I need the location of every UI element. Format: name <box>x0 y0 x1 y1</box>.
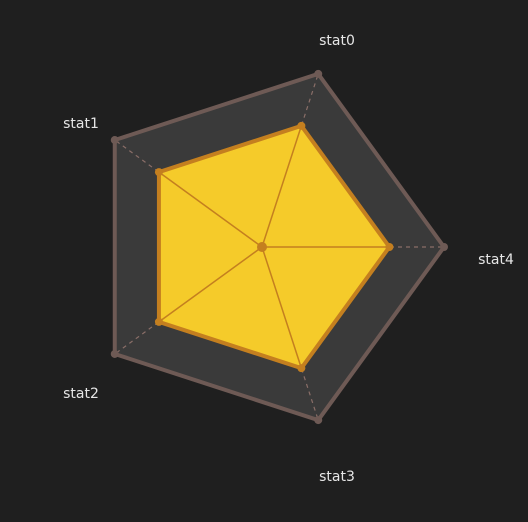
radar-series-0-point-stat4 <box>154 168 163 177</box>
radar-outer-vertex-stat1 <box>440 243 448 251</box>
radar-series-0-point-stat2 <box>297 364 306 373</box>
radar-axis-labels: stat0 stat1 stat2 stat3 stat4 <box>63 33 514 485</box>
radar-series-0-spoke-stat0 <box>261 125 303 248</box>
radar-outer-vertex-stat0 <box>314 69 323 78</box>
radar-series-0-point-stat1 <box>385 243 394 251</box>
radar-series-0-spoke-stat4 <box>158 171 263 248</box>
axis-label-stat2: stat2 <box>63 386 99 402</box>
radar-series-0-spoke-stat3 <box>158 246 263 323</box>
axis-label-stat0: stat0 <box>319 33 355 49</box>
radar-series-0-spoke-stat2 <box>261 246 303 369</box>
radar-center-point <box>257 242 267 252</box>
radar-outer-vertex-stat3 <box>110 349 119 358</box>
radar-outer-vertex-stat2 <box>314 416 323 425</box>
radar-series-0-point-stat0 <box>297 121 306 130</box>
radar-outer-vertex-stat4 <box>110 136 119 145</box>
radar-series-0-point-stat3 <box>154 317 163 326</box>
axis-label-stat3: stat3 <box>319 469 355 485</box>
radar-data-layer <box>154 121 394 373</box>
axis-label-stat1: stat1 <box>63 116 99 132</box>
axis-label-stat4: stat4 <box>478 252 514 268</box>
